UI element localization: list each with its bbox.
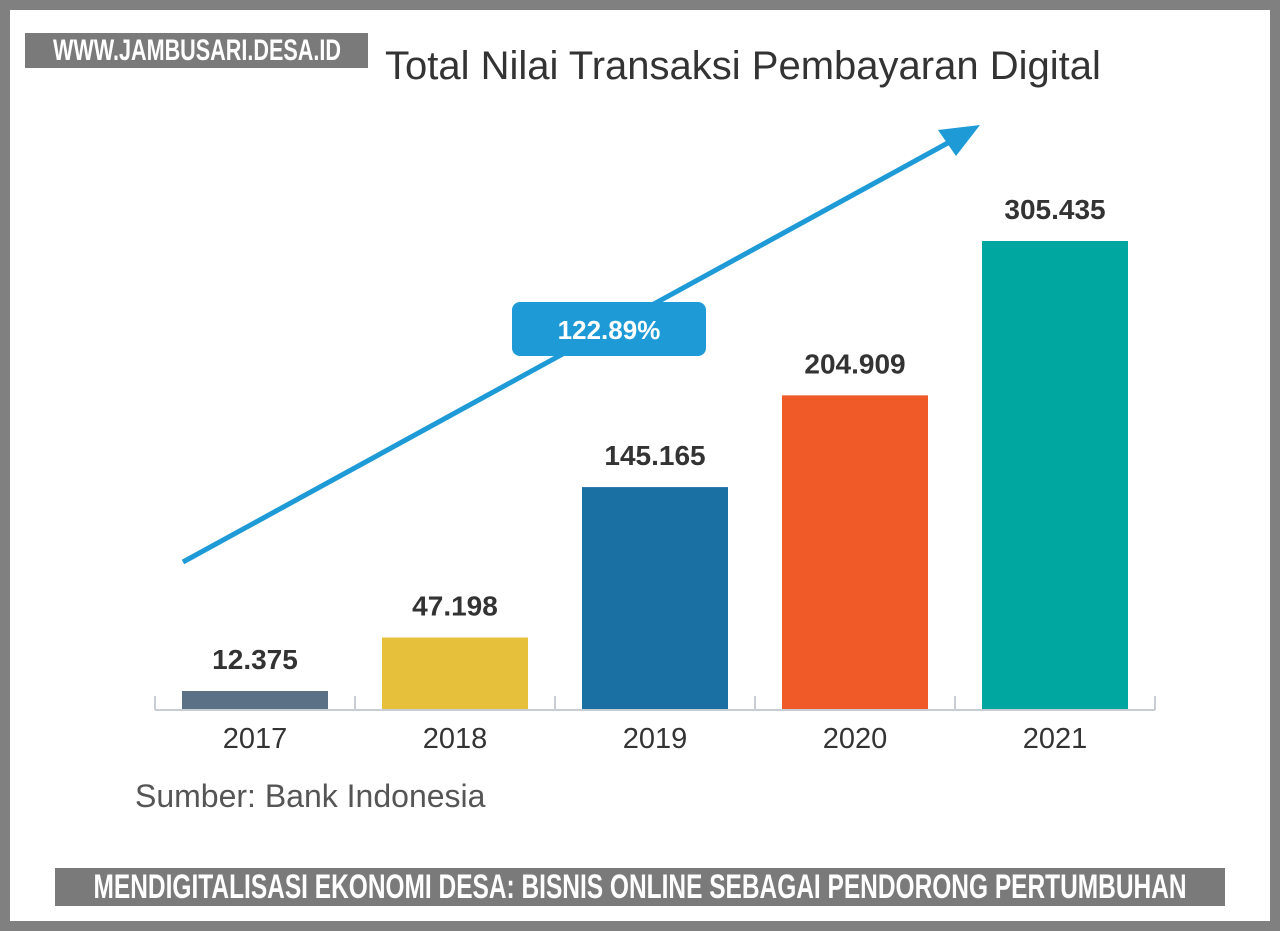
bar-2021 — [982, 241, 1128, 710]
x-tick-label-2019: 2019 — [623, 723, 688, 755]
x-tick-label-2021: 2021 — [1023, 723, 1088, 755]
bar-2018 — [382, 637, 528, 710]
data-label-2017: 12.375 — [212, 644, 298, 675]
data-label-2019: 145.165 — [604, 440, 705, 471]
watermark-caption: MENDIGITALISASI EKONOMI DESA: BISNIS ONL… — [55, 868, 1225, 906]
growth-badge — [512, 302, 706, 356]
x-tick-label-2017: 2017 — [223, 723, 288, 755]
bar-2017 — [182, 690, 328, 710]
watermark-site: WWW.JAMBUSARI.DESA.ID — [25, 33, 368, 68]
chart-source: Sumber: Bank Indonesia — [135, 778, 486, 814]
growth-badge-text: 122.89% — [558, 315, 661, 345]
bar-2019 — [582, 487, 728, 710]
x-tick-label-2020: 2020 — [823, 723, 888, 755]
growth-arrow-head — [938, 125, 980, 156]
data-label-2021: 305.435 — [1004, 194, 1105, 225]
data-label-2018: 47.198 — [412, 591, 498, 622]
chart-title: Total Nilai Transaksi Pembayaran Digital — [385, 44, 1101, 88]
bar-2020 — [782, 395, 928, 710]
x-tick-label-2018: 2018 — [423, 723, 488, 755]
data-label-2020: 204.909 — [804, 348, 905, 379]
